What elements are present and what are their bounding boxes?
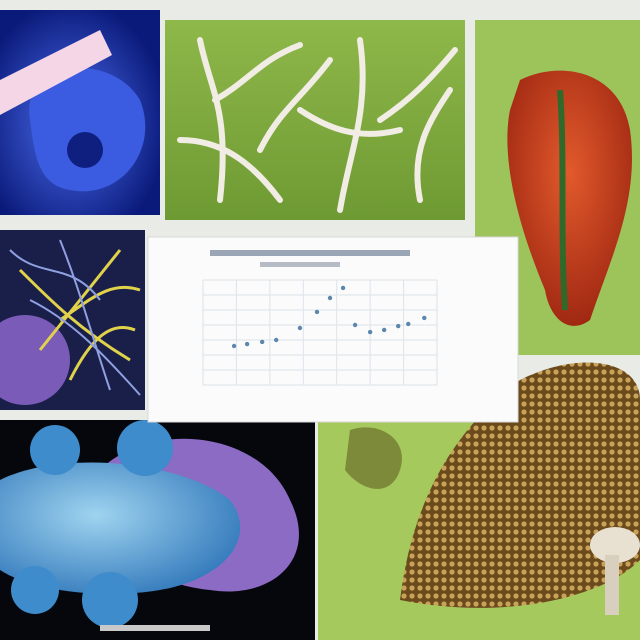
point [274, 337, 279, 343]
blue-blob [29, 67, 146, 192]
point [352, 322, 358, 328]
pink-tube [0, 30, 112, 115]
bead [82, 572, 138, 628]
chart-heading [210, 250, 410, 256]
point [422, 315, 427, 321]
point [406, 321, 411, 327]
textured-shape [400, 362, 640, 608]
scatter-plot [202, 279, 438, 386]
bead [11, 566, 59, 614]
blue-hole [67, 132, 103, 168]
network [18, 249, 141, 381]
red-organ [507, 70, 632, 326]
chart-panel [147, 236, 519, 423]
point [314, 309, 320, 315]
branches [177, 37, 458, 213]
purple-cell [0, 315, 70, 405]
blue-cell [0, 462, 241, 594]
point [381, 327, 387, 333]
mushroom-stem [605, 555, 619, 615]
mushroom-cap [590, 527, 640, 563]
point [259, 339, 265, 345]
point [396, 323, 401, 329]
bead [117, 420, 173, 476]
chart-subheading [260, 262, 340, 267]
point [244, 341, 250, 347]
point [340, 285, 346, 291]
small-shape [345, 427, 402, 489]
point [231, 343, 237, 349]
bead [30, 425, 80, 475]
network-fine [9, 239, 141, 396]
caption-bar [100, 625, 210, 631]
point [367, 329, 373, 335]
point [327, 295, 333, 301]
point [297, 325, 303, 331]
stem [557, 89, 568, 311]
